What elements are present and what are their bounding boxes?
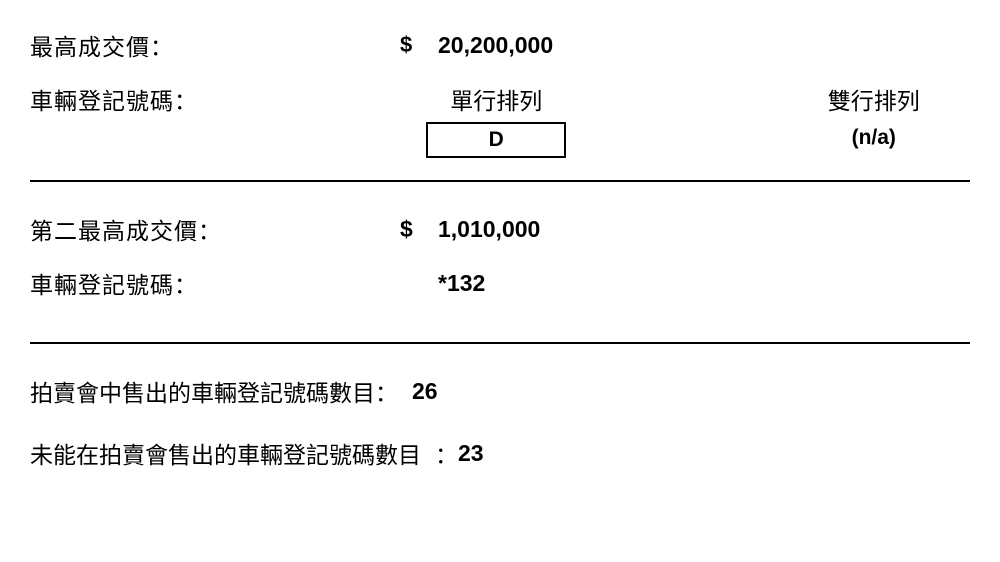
highest-price-label: 最高成交價： — [30, 34, 174, 60]
plate-label: 車輛登記號碼： — [30, 88, 198, 114]
highest-price-value: 20,200,000 — [438, 32, 553, 59]
unsold-label: 未能在拍賣會售出的車輛登記號碼數目 — [30, 436, 421, 470]
plate-label-2: 車輛登記號碼： — [30, 272, 198, 298]
row-second-plate: 車輛登記號碼： *132 — [30, 266, 970, 300]
divider-2 — [30, 342, 970, 344]
single-value-box: D — [426, 122, 566, 158]
label-col: 第二最高成交價： — [30, 212, 400, 246]
row-plate-headings: 車輛登記號碼： 單行排列 D 雙行排列 (n/a) — [30, 82, 970, 158]
row-unsold-count: 未能在拍賣會售出的車輛登記號碼數目 ： 23 — [30, 436, 970, 470]
second-price-label: 第二最高成交價： — [30, 218, 222, 244]
label-col: 最高成交價： — [30, 28, 400, 62]
currency-symbol: $ — [400, 32, 438, 58]
unsold-value: 23 — [458, 440, 484, 467]
section-highest: 最高成交價： $ 20,200,000 車輛登記號碼： 單行排列 D 雙行排列 … — [30, 20, 970, 166]
second-price-value: 1,010,000 — [438, 216, 540, 243]
row-highest-price: 最高成交價： $ 20,200,000 — [30, 28, 970, 62]
currency-symbol: $ — [400, 216, 438, 243]
label-col: 車輛登記號碼： — [30, 266, 400, 300]
sold-label: 拍賣會中售出的車輛登記號碼數目： — [30, 374, 398, 408]
label-col: 車輛登記號碼： — [30, 82, 400, 158]
double-heading: 雙行排列 — [778, 82, 971, 116]
divider-1 — [30, 180, 970, 182]
row-sold-count: 拍賣會中售出的車輛登記號碼數目： 26 — [30, 374, 970, 408]
row-second-price: 第二最高成交價： $ 1,010,000 — [30, 212, 970, 246]
section-second: 第二最高成交價： $ 1,010,000 車輛登記號碼： *132 — [30, 204, 970, 328]
sold-value: 26 — [412, 378, 438, 405]
single-heading: 單行排列 — [400, 82, 593, 116]
second-plate-value: *132 — [438, 270, 485, 297]
double-value: (n/a) — [778, 126, 971, 150]
col-double: 雙行排列 (n/a) — [778, 82, 971, 158]
section-counts: 拍賣會中售出的車輛登記號碼數目： 26 未能在拍賣會售出的車輛登記號碼數目 ： … — [30, 366, 970, 506]
col-single: 單行排列 D — [400, 82, 593, 158]
unsold-colon: ： — [435, 436, 458, 470]
